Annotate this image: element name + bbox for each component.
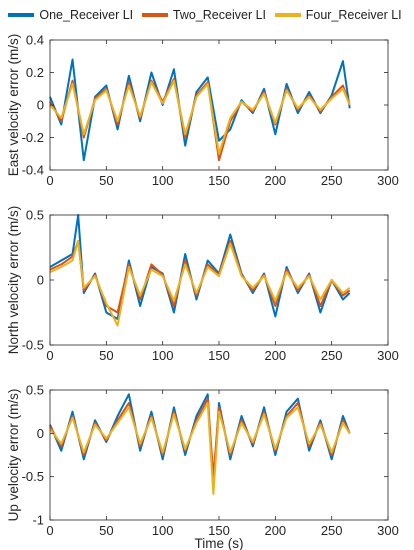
y-tick-label: -0.2 bbox=[22, 130, 44, 145]
x-tick-label: 150 bbox=[208, 523, 230, 538]
x-tick-label: 250 bbox=[321, 523, 343, 538]
x-tick-label: 250 bbox=[321, 173, 343, 188]
x-tick-label: 50 bbox=[99, 523, 113, 538]
legend-label: Two_Receiver LI bbox=[172, 8, 267, 22]
x-tick-label: 300 bbox=[377, 348, 399, 363]
x-tick-label: 150 bbox=[208, 348, 230, 363]
chart-panel-3: 0 50 100 150 200 250 300 -1 -0.5 0 0.5 Up velocity … bbox=[6, 383, 399, 550]
series-line-four-receiver-li bbox=[49, 79, 351, 155]
plot-area-border bbox=[49, 214, 389, 346]
legend-swatch bbox=[8, 13, 35, 17]
series-line-one-receiver-li bbox=[49, 58, 351, 162]
legend-item: One_Receiver LI bbox=[8, 8, 133, 22]
x-tick-label: 300 bbox=[377, 173, 399, 188]
y-tick-label: -1 bbox=[32, 513, 44, 528]
y-tick-label: 0 bbox=[37, 98, 44, 113]
legend-label: Four_Receiver LI bbox=[305, 8, 402, 22]
y-tick-label: 0.2 bbox=[26, 65, 44, 80]
legend: One_Receiver LI Two_Receiver LI Four_Recei… bbox=[4, 4, 406, 26]
y-tick-label: 0 bbox=[37, 426, 44, 441]
x-tick-label: 200 bbox=[264, 523, 286, 538]
x-tick-label: 0 bbox=[46, 173, 53, 188]
y-tick-label: 0 bbox=[37, 273, 44, 288]
y-axis-label: East velocity error (m/s) bbox=[6, 34, 21, 177]
x-tick-label: 250 bbox=[321, 348, 343, 363]
series-line-one-receiver-li bbox=[49, 393, 351, 491]
y-tick-label: 0.5 bbox=[26, 383, 44, 398]
x-tick-label: 0 bbox=[46, 523, 53, 538]
legend-swatch bbox=[141, 13, 168, 17]
x-tick-label: 0 bbox=[46, 348, 53, 363]
chart-panel-1: 0 50 100 150 200 250 300 -0.4 -0.2 0 0.2 0.4 East ve… bbox=[6, 33, 399, 189]
y-tick-label: 0.4 bbox=[26, 33, 44, 48]
legend-swatch bbox=[274, 13, 301, 17]
x-axis-label: Time (s) bbox=[195, 536, 244, 550]
x-tick-label: 100 bbox=[152, 173, 174, 188]
y-tick-label: -0.4 bbox=[22, 163, 44, 178]
y-tick-label: -0.5 bbox=[22, 338, 44, 353]
x-tick-label: 100 bbox=[152, 348, 174, 363]
legend-item: Four_Receiver LI bbox=[274, 8, 402, 22]
y-axis-label: Up velocity error (m/s) bbox=[6, 389, 21, 522]
y-tick-label: 0.5 bbox=[26, 208, 44, 223]
x-tick-label: 100 bbox=[152, 523, 174, 538]
y-tick-label: -0.5 bbox=[22, 469, 44, 484]
x-tick-label: 200 bbox=[264, 348, 286, 363]
series-line-four-receiver-li bbox=[49, 402, 351, 495]
legend-label: One_Receiver LI bbox=[39, 8, 134, 22]
x-tick-label: 150 bbox=[208, 173, 230, 188]
x-tick-label: 200 bbox=[264, 173, 286, 188]
legend-item: Two_Receiver LI bbox=[141, 8, 267, 22]
y-axis-label: North velocity error (m/s) bbox=[6, 206, 21, 355]
series-line-two-receiver-li bbox=[49, 78, 351, 162]
x-tick-label: 50 bbox=[99, 173, 113, 188]
series-line-one-receiver-li bbox=[49, 214, 351, 320]
x-tick-label: 50 bbox=[99, 348, 113, 363]
x-tick-label: 300 bbox=[377, 523, 399, 538]
series-line-four-receiver-li bbox=[49, 240, 351, 327]
